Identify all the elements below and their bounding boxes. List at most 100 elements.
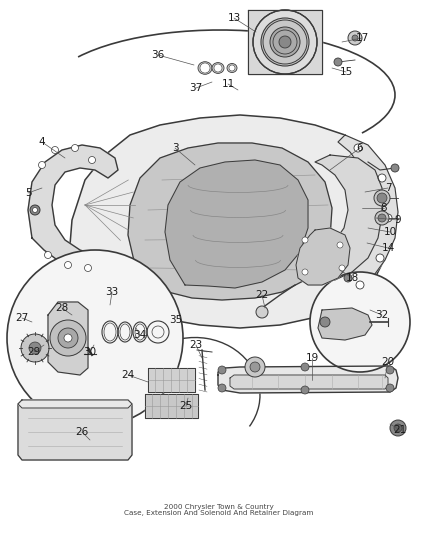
Circle shape <box>71 144 78 151</box>
Circle shape <box>64 334 72 342</box>
Circle shape <box>391 164 399 172</box>
Circle shape <box>384 214 392 222</box>
Text: 3: 3 <box>172 143 178 153</box>
Polygon shape <box>68 115 390 328</box>
Circle shape <box>32 207 38 213</box>
Text: 28: 28 <box>55 303 69 313</box>
Polygon shape <box>18 400 132 408</box>
Circle shape <box>390 420 406 436</box>
Polygon shape <box>230 375 388 389</box>
Circle shape <box>21 334 49 362</box>
Circle shape <box>261 18 309 66</box>
Text: 34: 34 <box>134 330 147 340</box>
Circle shape <box>52 147 59 154</box>
Text: 13: 13 <box>227 13 240 23</box>
Text: 10: 10 <box>383 227 396 237</box>
Text: 2000 Chrysler Town & Country
Case, Extension And Solenoid And Retainer Diagram: 2000 Chrysler Town & Country Case, Exten… <box>124 504 314 516</box>
Circle shape <box>348 31 362 45</box>
Circle shape <box>256 306 268 318</box>
Circle shape <box>30 205 40 215</box>
Text: 25: 25 <box>180 401 193 411</box>
Polygon shape <box>48 302 88 375</box>
Circle shape <box>302 269 308 275</box>
Polygon shape <box>128 143 332 300</box>
Text: 33: 33 <box>106 287 119 297</box>
Circle shape <box>301 363 309 371</box>
Text: 26: 26 <box>75 427 88 437</box>
Polygon shape <box>145 394 198 418</box>
Text: 36: 36 <box>152 50 165 60</box>
Text: 32: 32 <box>375 310 389 320</box>
Circle shape <box>352 35 358 41</box>
Circle shape <box>50 320 86 356</box>
Circle shape <box>386 384 394 392</box>
Circle shape <box>39 161 46 168</box>
Text: 7: 7 <box>385 183 391 193</box>
Text: 4: 4 <box>39 137 45 147</box>
Circle shape <box>344 274 352 282</box>
Polygon shape <box>296 228 350 285</box>
Polygon shape <box>310 155 382 282</box>
Circle shape <box>310 272 410 372</box>
Circle shape <box>64 262 71 269</box>
Text: 37: 37 <box>189 83 203 93</box>
Circle shape <box>339 265 345 271</box>
Circle shape <box>218 366 226 374</box>
Text: 6: 6 <box>357 143 363 153</box>
Circle shape <box>214 64 222 72</box>
Circle shape <box>7 250 183 426</box>
Circle shape <box>245 357 265 377</box>
Circle shape <box>200 63 210 73</box>
Ellipse shape <box>212 62 224 74</box>
Text: 20: 20 <box>381 357 395 367</box>
Polygon shape <box>28 145 118 270</box>
Ellipse shape <box>198 62 212 74</box>
Text: 30: 30 <box>83 347 96 357</box>
Circle shape <box>301 386 309 394</box>
Circle shape <box>377 193 387 203</box>
Text: 11: 11 <box>221 79 235 89</box>
Text: 14: 14 <box>381 243 395 253</box>
Circle shape <box>218 384 226 392</box>
Polygon shape <box>18 400 132 460</box>
Polygon shape <box>148 368 195 392</box>
Text: 24: 24 <box>121 370 134 380</box>
Circle shape <box>270 27 300 57</box>
Circle shape <box>394 424 402 432</box>
Text: 23: 23 <box>189 340 203 350</box>
Circle shape <box>337 242 343 248</box>
Circle shape <box>58 328 78 348</box>
Polygon shape <box>335 135 398 300</box>
Circle shape <box>376 254 384 262</box>
Circle shape <box>334 58 342 66</box>
Circle shape <box>229 65 235 71</box>
Circle shape <box>279 36 291 48</box>
Polygon shape <box>318 308 372 340</box>
Bar <box>248 10 322 74</box>
Circle shape <box>354 144 362 152</box>
Text: 22: 22 <box>255 290 268 300</box>
Circle shape <box>88 157 95 164</box>
Polygon shape <box>218 366 398 393</box>
Text: 18: 18 <box>346 273 359 283</box>
Circle shape <box>374 190 390 206</box>
Circle shape <box>302 237 308 243</box>
Ellipse shape <box>227 63 237 72</box>
Text: 8: 8 <box>381 203 387 213</box>
Circle shape <box>386 366 394 374</box>
Text: 5: 5 <box>25 188 31 198</box>
Circle shape <box>378 214 386 222</box>
Text: 15: 15 <box>339 67 353 77</box>
Text: 29: 29 <box>27 347 41 357</box>
Polygon shape <box>165 160 308 288</box>
Circle shape <box>85 264 92 271</box>
Circle shape <box>250 362 260 372</box>
Circle shape <box>375 211 389 225</box>
Circle shape <box>29 342 41 354</box>
Circle shape <box>320 317 330 327</box>
Text: 35: 35 <box>170 315 183 325</box>
Text: 21: 21 <box>393 425 406 435</box>
Polygon shape <box>248 10 322 74</box>
Circle shape <box>45 252 52 259</box>
Circle shape <box>253 10 317 74</box>
